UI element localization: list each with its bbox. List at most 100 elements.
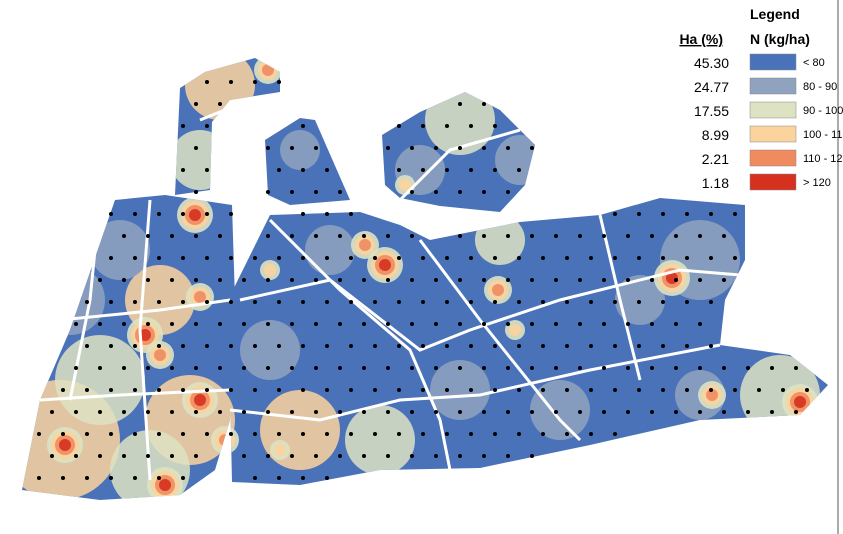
sample-point <box>349 388 353 392</box>
sample-point <box>229 432 233 436</box>
sample-point <box>397 344 401 348</box>
sample-point <box>74 454 78 458</box>
sample-point <box>578 234 582 238</box>
sample-point <box>565 300 569 304</box>
sample-point <box>493 388 497 392</box>
sample-point <box>266 322 270 326</box>
sample-point <box>445 124 449 128</box>
sample-point <box>277 300 281 304</box>
sample-point <box>530 454 534 458</box>
sample-point <box>698 322 702 326</box>
legend-swatch <box>749 173 797 191</box>
sample-point <box>661 212 665 216</box>
street <box>268 218 452 471</box>
sample-point <box>109 212 113 216</box>
sample-point <box>181 388 185 392</box>
sample-point <box>242 454 246 458</box>
sample-point <box>517 432 521 436</box>
sample-point <box>277 476 281 480</box>
sample-point <box>469 344 473 348</box>
sample-point <box>386 366 390 370</box>
sample-point <box>530 322 534 326</box>
sample-point <box>517 256 521 260</box>
sample-point <box>613 344 617 348</box>
hotspot-ring <box>189 209 201 221</box>
sample-point <box>277 432 281 436</box>
sample-point <box>794 366 798 370</box>
sample-point <box>205 344 209 348</box>
sample-point <box>637 256 641 260</box>
sample-point <box>589 300 593 304</box>
sample-point <box>685 256 689 260</box>
sample-point <box>757 388 761 392</box>
sample-point <box>661 388 665 392</box>
concentration-surface <box>22 58 820 500</box>
sample-point <box>578 366 582 370</box>
sample-point <box>314 190 318 194</box>
sample-point <box>242 278 246 282</box>
zone <box>90 220 150 280</box>
sample-point <box>674 234 678 238</box>
sample-point <box>410 322 414 326</box>
sample-point <box>133 212 137 216</box>
sample-point <box>290 322 294 326</box>
sample-point <box>194 366 198 370</box>
sample-point <box>397 432 401 436</box>
sample-point <box>157 256 161 260</box>
sample-point <box>314 366 318 370</box>
hotspot-ring <box>59 439 71 451</box>
sample-point <box>50 454 54 458</box>
sample-point <box>266 146 270 150</box>
sample-point <box>421 300 425 304</box>
sample-point <box>253 256 257 260</box>
sample-point <box>325 476 329 480</box>
sample-point <box>157 432 161 436</box>
sample-point <box>74 410 78 414</box>
sample-point <box>253 432 257 436</box>
sample-point <box>170 454 174 458</box>
sample-point <box>421 124 425 128</box>
sample-point <box>338 366 342 370</box>
sample-point <box>482 278 486 282</box>
sample-point <box>613 256 617 260</box>
sample-point <box>194 146 198 150</box>
sample-point <box>325 256 329 260</box>
sample-point <box>685 388 689 392</box>
sample-point <box>229 80 233 84</box>
sample-point <box>733 212 737 216</box>
sample-point <box>290 146 294 150</box>
sample-point <box>541 388 545 392</box>
sample-point <box>613 388 617 392</box>
zone <box>530 380 590 440</box>
sample-points <box>37 80 809 480</box>
sample-point <box>469 388 473 392</box>
sample-point <box>253 344 257 348</box>
sample-point <box>170 322 174 326</box>
sample-point <box>338 234 342 238</box>
sample-point <box>493 432 497 436</box>
legend-swatch <box>749 101 797 119</box>
sample-point <box>170 366 174 370</box>
sample-point <box>74 322 78 326</box>
sample-point <box>397 300 401 304</box>
legend-area: 2.21 <box>702 151 729 167</box>
sample-point <box>325 432 329 436</box>
legend-swatch <box>749 125 797 143</box>
sample-point <box>266 278 270 282</box>
sample-point <box>506 146 510 150</box>
sample-point <box>109 388 113 392</box>
sample-point <box>674 410 678 414</box>
sample-point <box>530 146 534 150</box>
sample-point <box>386 454 390 458</box>
sample-point <box>266 234 270 238</box>
legend-label: 80 - 90 <box>803 81 837 93</box>
sample-point <box>805 388 809 392</box>
sample-point <box>314 322 318 326</box>
zone <box>170 130 230 190</box>
sample-point <box>709 212 713 216</box>
sample-point <box>458 454 462 458</box>
sample-point <box>122 234 126 238</box>
sample-point <box>421 388 425 392</box>
sample-point <box>650 366 654 370</box>
